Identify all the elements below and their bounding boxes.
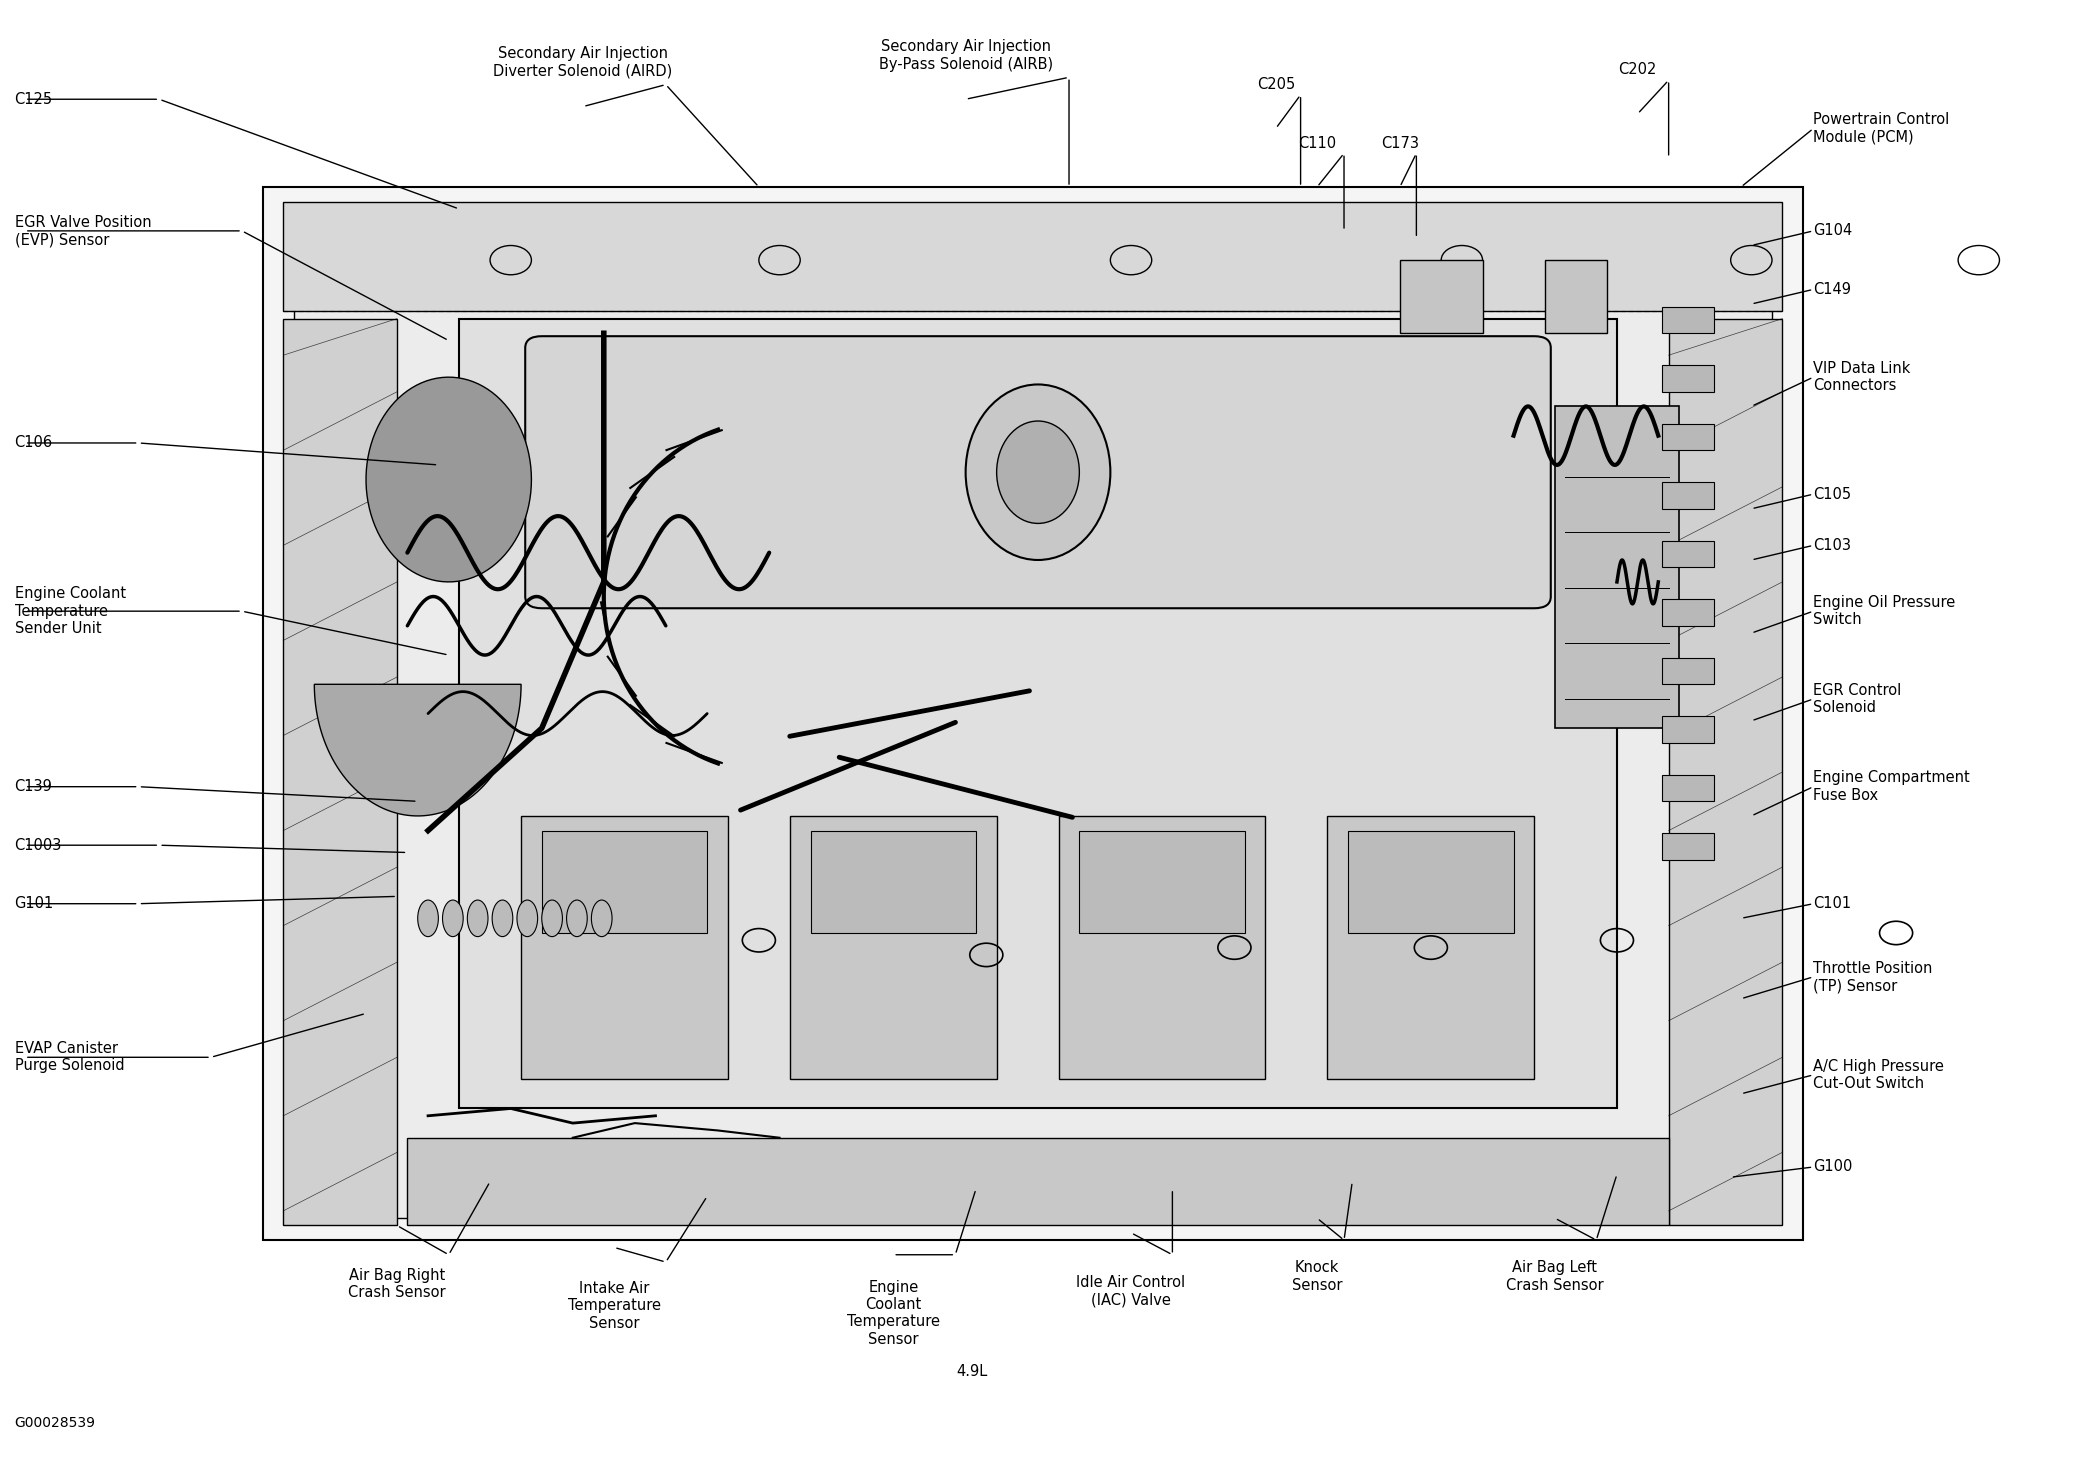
Text: Secondary Air Injection
Diverter Solenoid (AIRD): Secondary Air Injection Diverter Solenoi…: [494, 47, 673, 79]
Bar: [1663, 658, 1715, 684]
Bar: [542, 831, 708, 933]
Text: C149: C149: [1812, 282, 1852, 297]
Bar: [459, 319, 1617, 1109]
Text: C105: C105: [1812, 487, 1852, 502]
Text: C205: C205: [1256, 76, 1295, 93]
Polygon shape: [365, 377, 531, 583]
Bar: [1663, 424, 1715, 450]
Text: C125: C125: [15, 91, 52, 107]
Bar: [1399, 260, 1482, 334]
Text: C110: C110: [1298, 135, 1337, 150]
Text: A/C High Pressure
Cut-Out Switch: A/C High Pressure Cut-Out Switch: [1812, 1059, 1945, 1091]
Bar: [293, 209, 1773, 1218]
Bar: [1669, 319, 1783, 1225]
Bar: [1545, 260, 1607, 334]
Bar: [407, 1137, 1669, 1225]
Text: G104: G104: [1812, 224, 1852, 238]
Text: Intake Air
Temperature
Sensor: Intake Air Temperature Sensor: [567, 1281, 660, 1331]
Text: Engine
Coolant
Temperature
Sensor: Engine Coolant Temperature Sensor: [847, 1280, 940, 1347]
Bar: [1663, 834, 1715, 861]
Text: Engine Coolant
Temperature
Sender Unit: Engine Coolant Temperature Sender Unit: [15, 587, 127, 635]
Text: G00028539: G00028539: [15, 1417, 95, 1430]
Text: Knock
Sensor: Knock Sensor: [1291, 1261, 1343, 1293]
Ellipse shape: [417, 900, 438, 937]
Text: C202: C202: [1619, 62, 1657, 78]
Bar: [1663, 775, 1715, 802]
Text: EGR Control
Solenoid: EGR Control Solenoid: [1812, 683, 1902, 715]
Bar: [282, 319, 397, 1225]
Text: Powertrain Control
Module (PCM): Powertrain Control Module (PCM): [1812, 112, 1949, 144]
Ellipse shape: [592, 900, 612, 937]
Bar: [1663, 716, 1715, 743]
Text: Air Bag Left
Crash Sensor: Air Bag Left Crash Sensor: [1505, 1261, 1605, 1293]
Text: EGR Valve Position
(EVP) Sensor: EGR Valve Position (EVP) Sensor: [15, 215, 152, 247]
Bar: [1663, 600, 1715, 625]
Text: C139: C139: [15, 780, 52, 794]
Text: Throttle Position
(TP) Sensor: Throttle Position (TP) Sensor: [1812, 961, 1933, 993]
Ellipse shape: [996, 421, 1080, 524]
Text: C1003: C1003: [15, 837, 62, 853]
Text: 4.9L: 4.9L: [957, 1364, 988, 1380]
Ellipse shape: [442, 900, 463, 937]
Text: C173: C173: [1381, 135, 1418, 150]
Ellipse shape: [467, 900, 488, 937]
Text: G100: G100: [1812, 1159, 1852, 1174]
Bar: [521, 816, 729, 1080]
Ellipse shape: [492, 900, 513, 937]
Bar: [1663, 541, 1715, 568]
Text: G101: G101: [15, 896, 54, 911]
Bar: [1059, 816, 1266, 1080]
Text: Air Bag Right
Crash Sensor: Air Bag Right Crash Sensor: [349, 1268, 446, 1300]
Bar: [1663, 307, 1715, 334]
FancyBboxPatch shape: [525, 337, 1551, 608]
Bar: [1555, 406, 1679, 728]
Text: Engine Compartment
Fuse Box: Engine Compartment Fuse Box: [1812, 771, 1970, 803]
Text: Secondary Air Injection
By-Pass Solenoid (AIRB): Secondary Air Injection By-Pass Solenoid…: [878, 40, 1053, 72]
Ellipse shape: [965, 384, 1111, 560]
Bar: [264, 187, 1804, 1240]
Bar: [810, 831, 976, 933]
Bar: [789, 816, 996, 1080]
Text: C103: C103: [1812, 538, 1852, 553]
Text: Idle Air Control
(IAC) Valve: Idle Air Control (IAC) Valve: [1077, 1275, 1185, 1308]
Bar: [1347, 831, 1513, 933]
Bar: [1663, 482, 1715, 509]
Ellipse shape: [567, 900, 588, 937]
Text: C106: C106: [15, 435, 52, 450]
Ellipse shape: [542, 900, 563, 937]
Text: C101: C101: [1812, 896, 1852, 911]
Bar: [282, 202, 1783, 312]
Text: VIP Data Link
Connectors: VIP Data Link Connectors: [1812, 360, 1910, 393]
Bar: [1080, 831, 1246, 933]
Text: EVAP Canister
Purge Solenoid: EVAP Canister Purge Solenoid: [15, 1041, 125, 1074]
Polygon shape: [313, 684, 521, 816]
Bar: [1663, 365, 1715, 391]
Ellipse shape: [517, 900, 538, 937]
Bar: [1327, 816, 1534, 1080]
Text: Engine Oil Pressure
Switch: Engine Oil Pressure Switch: [1812, 594, 1956, 627]
